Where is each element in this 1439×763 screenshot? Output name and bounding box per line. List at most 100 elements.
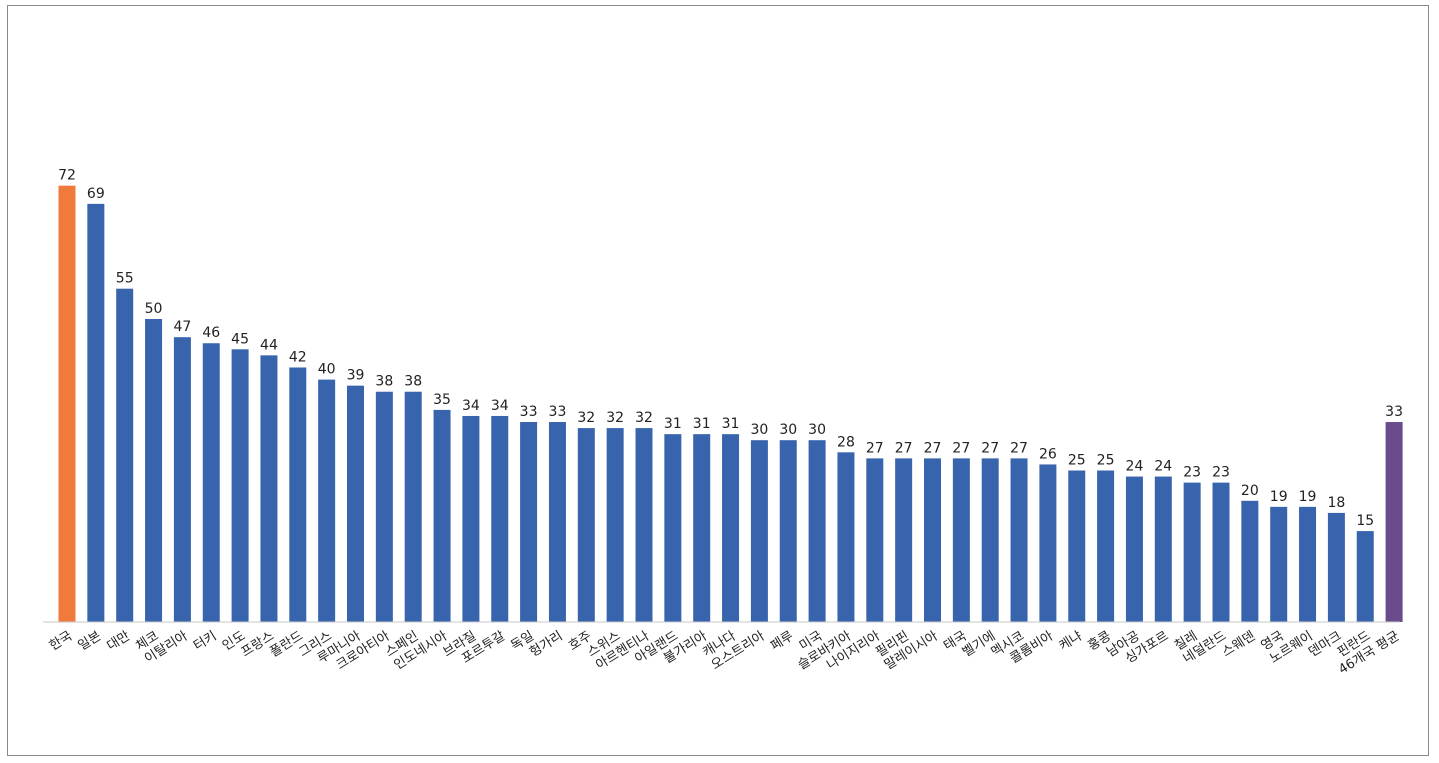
bar-23 (722, 434, 740, 622)
value-label-2: 55 (116, 271, 134, 287)
bar-16 (520, 422, 538, 622)
bar-12 (404, 391, 422, 622)
value-label-25: 30 (779, 422, 797, 438)
bar-13 (433, 409, 451, 622)
value-label-40: 23 (1212, 465, 1230, 481)
value-label-5: 46 (202, 325, 220, 341)
value-label-20: 32 (635, 410, 653, 426)
bar-7 (260, 355, 278, 622)
bar-4 (173, 337, 191, 622)
value-label-13: 35 (433, 392, 451, 408)
category-label-2: 대만 (105, 629, 133, 654)
bar-15 (491, 415, 509, 622)
chart-frame: 72 69 55 50 47 46 45 44 42 40 39 38 38 35 34 34 33 33 32 32… (7, 5, 1429, 756)
value-label-9: 40 (318, 362, 336, 378)
bar-41 (1241, 500, 1259, 622)
value-label-18: 32 (577, 410, 595, 426)
value-label-27: 28 (837, 434, 855, 450)
bar-24 (750, 440, 768, 622)
value-label-12: 38 (404, 374, 422, 390)
category-label-0: 한국 (47, 629, 75, 654)
value-label-41: 20 (1241, 483, 1259, 499)
bar-31 (952, 458, 970, 622)
bar-11 (375, 391, 393, 622)
bar-38 (1154, 476, 1172, 622)
value-label-26: 30 (808, 422, 826, 438)
value-label-33: 27 (1010, 440, 1028, 456)
value-label-23: 31 (722, 416, 740, 432)
category-label-17: 헝가리 (527, 629, 565, 661)
value-label-19: 32 (606, 410, 624, 426)
bar-6 (231, 349, 249, 622)
bar-40 (1212, 482, 1230, 622)
value-label-7: 44 (260, 337, 278, 353)
bar-8 (289, 367, 307, 622)
bar-46 (1385, 422, 1403, 622)
value-labels-group: 72 69 55 50 47 46 45 44 42 40 39 38 38 35 34 34 33 33 32 32… (58, 168, 1403, 529)
bar-0 (58, 185, 76, 622)
value-label-29: 27 (895, 440, 913, 456)
value-label-37: 24 (1126, 459, 1144, 475)
bar-45 (1356, 531, 1374, 622)
bar-20 (635, 428, 653, 622)
value-label-24: 30 (750, 422, 768, 438)
bar-37 (1125, 476, 1143, 622)
value-label-10: 39 (347, 368, 365, 384)
value-label-17: 33 (549, 404, 567, 420)
bar-22 (693, 434, 711, 622)
value-label-28: 27 (866, 440, 884, 456)
category-label-35: 케냐 (1057, 629, 1085, 654)
value-label-15: 34 (491, 398, 509, 414)
value-label-6: 45 (231, 331, 249, 347)
value-label-39: 23 (1183, 465, 1201, 481)
bar-28 (866, 458, 884, 622)
bar-19 (606, 428, 624, 622)
value-label-31: 27 (952, 440, 970, 456)
bar-chart: 72 69 55 50 47 46 45 44 42 40 39 38 38 35 34 34 33 33 32 32… (43, 168, 1403, 678)
value-label-46: 33 (1385, 404, 1403, 420)
value-label-3: 50 (145, 301, 163, 317)
value-label-4: 47 (173, 319, 191, 335)
value-label-35: 25 (1068, 453, 1086, 469)
value-label-1: 69 (87, 186, 105, 202)
bar-32 (981, 458, 999, 622)
bar-25 (779, 440, 797, 622)
bar-1 (87, 203, 105, 623)
value-label-0: 72 (58, 168, 76, 184)
bar-35 (1068, 470, 1086, 622)
value-label-30: 27 (924, 440, 942, 456)
value-label-36: 25 (1097, 453, 1115, 469)
value-label-44: 18 (1327, 495, 1345, 511)
bar-44 (1327, 512, 1345, 622)
bar-14 (462, 415, 480, 622)
value-label-42: 19 (1270, 489, 1288, 505)
value-label-38: 24 (1154, 459, 1172, 475)
bar-5 (202, 343, 220, 622)
bar-33 (1010, 458, 1028, 622)
bar-34 (1039, 464, 1057, 622)
bar-43 (1299, 506, 1317, 622)
bar-36 (1097, 470, 1115, 622)
value-label-22: 31 (693, 416, 711, 432)
value-label-21: 31 (664, 416, 682, 432)
bar-3 (145, 319, 163, 622)
bar-9 (318, 379, 336, 622)
value-label-34: 26 (1039, 446, 1057, 462)
bar-39 (1183, 482, 1201, 622)
bar-29 (895, 458, 913, 622)
value-label-43: 19 (1299, 489, 1317, 505)
value-label-16: 33 (520, 404, 538, 420)
category-label-5: 터키 (191, 629, 219, 654)
value-label-32: 27 (981, 440, 999, 456)
bar-17 (548, 422, 566, 622)
category-label-25: 페루 (768, 629, 796, 654)
category-label-41: 스웨덴 (1220, 629, 1258, 661)
bar-21 (664, 434, 682, 622)
bar-18 (577, 428, 595, 622)
bar-42 (1270, 506, 1288, 622)
value-label-11: 38 (375, 374, 393, 390)
bars-group (58, 185, 1403, 623)
value-label-8: 42 (289, 349, 307, 365)
bar-26 (808, 440, 826, 622)
